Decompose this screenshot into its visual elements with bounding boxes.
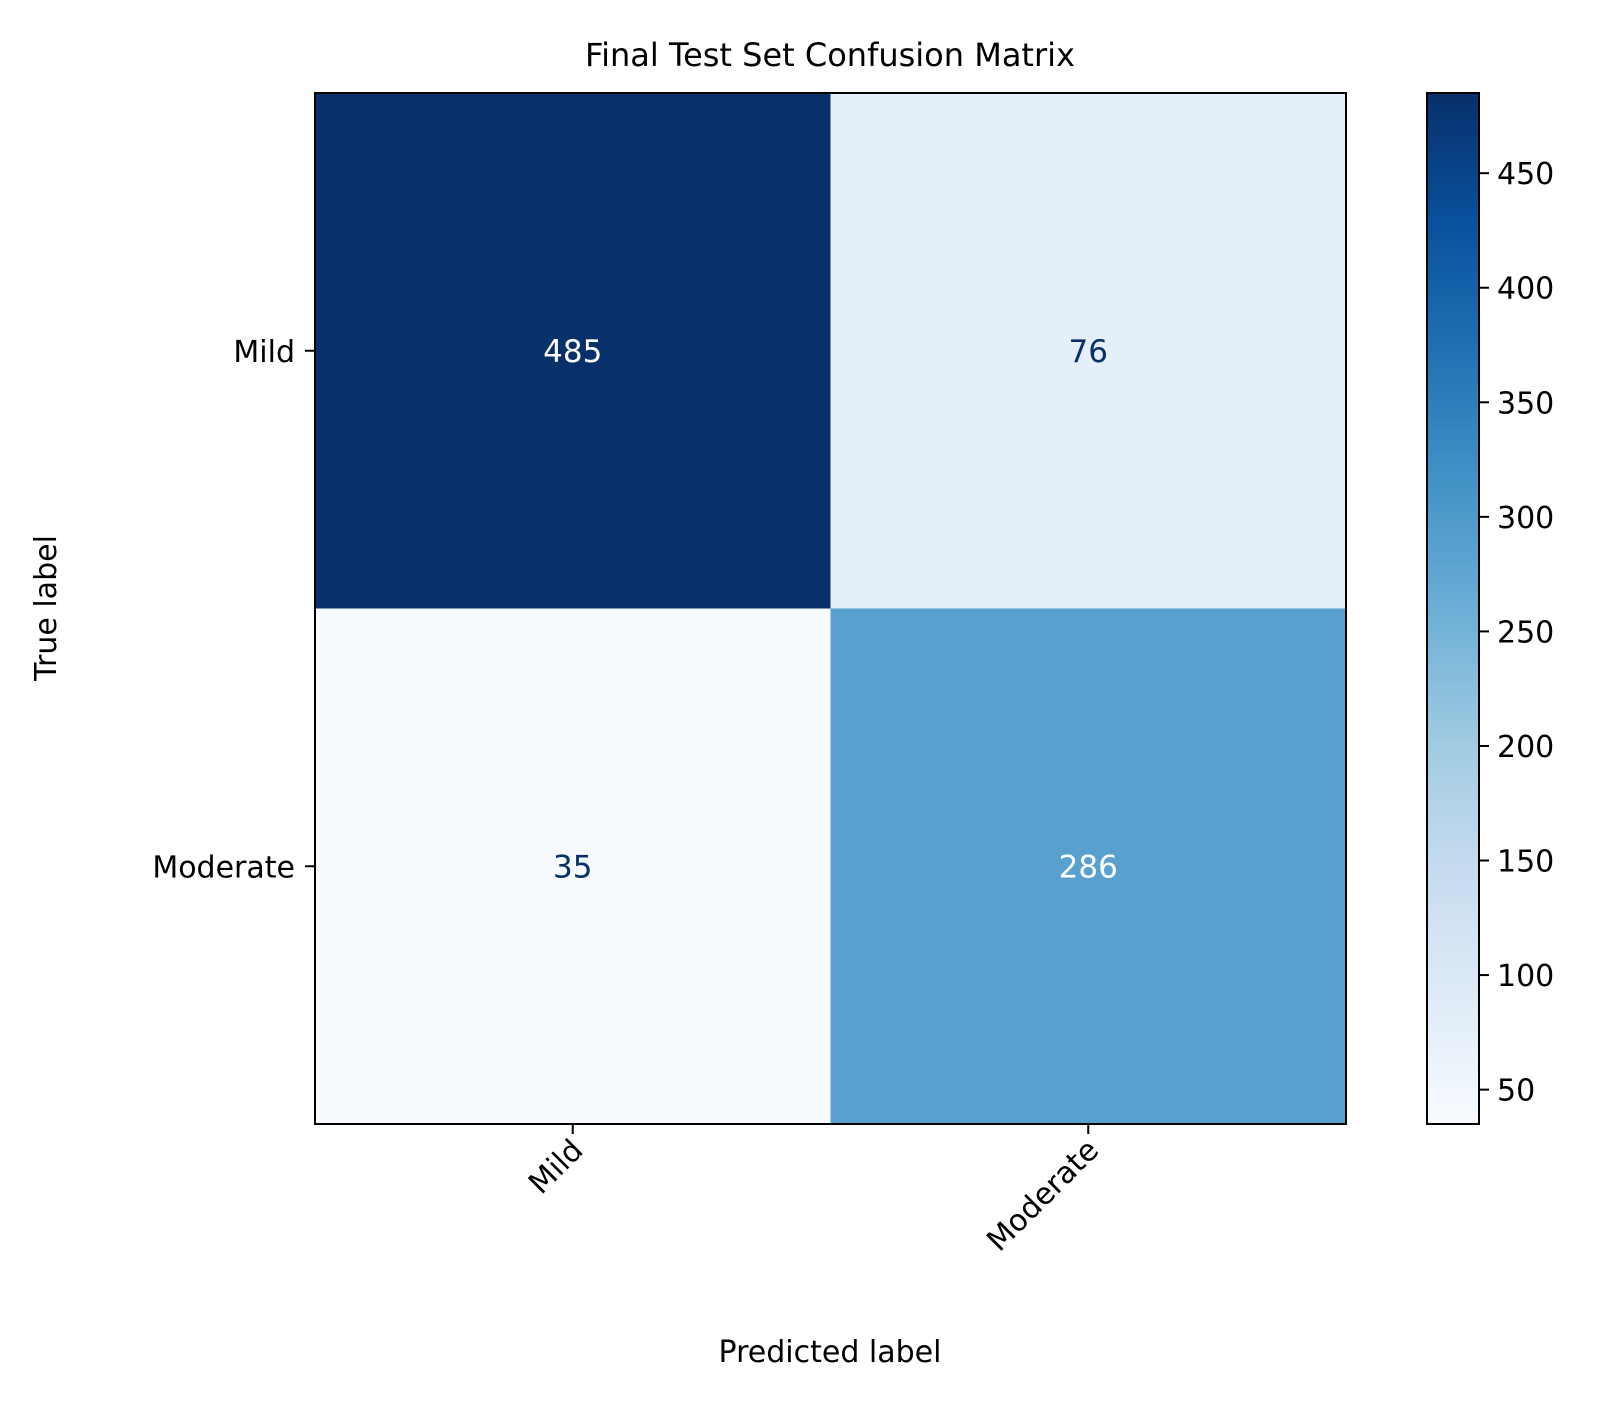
matrix-cell-labels: 485 76 35 286 xyxy=(543,334,1118,886)
x-tick-label: Moderate xyxy=(980,1133,1106,1259)
y-tick-label: Moderate xyxy=(152,850,295,885)
x-axis-ticks: Mild Moderate xyxy=(522,1124,1106,1259)
colorbar: 50 100 150 200 250 300 350 400 450 xyxy=(1426,92,1554,1125)
matrix-cell xyxy=(830,93,1347,609)
matrix-cell xyxy=(315,93,831,609)
colorbar-tick-label: 250 xyxy=(1497,615,1554,650)
colorbar-frame xyxy=(1426,92,1480,1125)
colorbar-tick-label: 400 xyxy=(1497,272,1554,307)
x-tick-label: Mild xyxy=(522,1133,590,1201)
y-tick-label: Mild xyxy=(233,335,295,370)
x-axis-label: Predicted label xyxy=(719,1335,942,1370)
matrix-cell xyxy=(830,608,1347,1125)
colorbar-tick-label: 50 xyxy=(1497,1074,1535,1109)
matrix-cell xyxy=(315,608,831,1125)
colorbar-ticks: 50 100 150 200 250 300 350 400 450 xyxy=(1479,157,1554,1109)
colorbar-tick-label: 300 xyxy=(1497,501,1554,536)
y-axis-ticks: Mild Moderate xyxy=(152,335,315,885)
colorbar-tick-label: 450 xyxy=(1497,157,1554,192)
cell-value-label: 35 xyxy=(553,849,592,885)
cell-value-label: 286 xyxy=(1059,849,1118,885)
colorbar-tick-label: 100 xyxy=(1497,959,1554,994)
y-axis-label: True label xyxy=(29,535,64,682)
chart-title: Final Test Set Confusion Matrix xyxy=(585,36,1075,74)
matrix-cells xyxy=(315,93,1347,1125)
colorbar-tick-label: 200 xyxy=(1497,730,1554,765)
plot-frame xyxy=(314,92,1347,1125)
colorbar-gradient xyxy=(1427,93,1479,1124)
cell-value-label: 485 xyxy=(543,334,602,370)
cell-value-label: 76 xyxy=(1069,334,1108,370)
colorbar-tick-label: 350 xyxy=(1497,386,1554,421)
colorbar-tick-label: 150 xyxy=(1497,845,1554,880)
